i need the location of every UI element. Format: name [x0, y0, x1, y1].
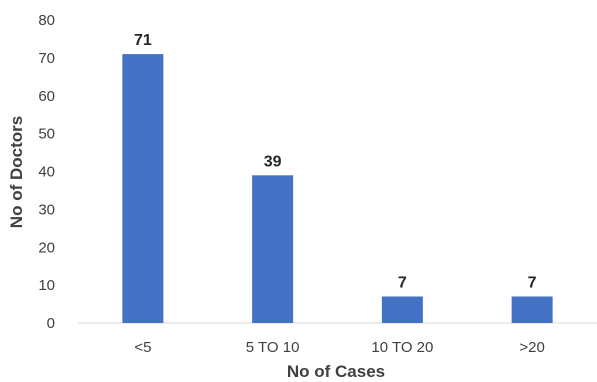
- y-tick-label: 0: [47, 315, 55, 332]
- x-tick-label: 10 TO 20: [371, 339, 433, 356]
- y-tick-label: 40: [38, 164, 55, 181]
- x-tick-label: <5: [134, 339, 151, 356]
- x-tick-label: 5 TO 10: [246, 339, 300, 356]
- x-tick-label: >20: [519, 339, 544, 356]
- bar-data-label: 7: [398, 274, 407, 291]
- bar: [122, 54, 164, 324]
- y-tick-label: 80: [38, 12, 55, 29]
- bar: [511, 296, 553, 323]
- x-axis-ticks: <5 5 TO 10 10 TO 20 >20: [134, 339, 545, 356]
- bar-data-label: 7: [528, 274, 537, 291]
- y-axis-ticks: 0 10 20 30 40 50 60 70 80: [38, 12, 55, 332]
- data-labels: 71 39 7 7: [134, 32, 537, 291]
- y-tick-label: 30: [38, 201, 55, 218]
- y-tick-label: 60: [38, 88, 55, 105]
- bar-data-label: 71: [134, 32, 152, 49]
- y-tick-label: 50: [38, 126, 55, 143]
- x-axis-title: No of Cases: [287, 362, 385, 381]
- bar: [381, 296, 423, 323]
- bar: [252, 175, 294, 323]
- bars: [122, 54, 553, 324]
- y-tick-label: 70: [38, 50, 55, 67]
- y-axis-title: No of Doctors: [7, 116, 26, 228]
- y-tick-label: 20: [38, 239, 55, 256]
- bar-data-label: 39: [264, 153, 282, 170]
- y-tick-label: 10: [38, 277, 55, 294]
